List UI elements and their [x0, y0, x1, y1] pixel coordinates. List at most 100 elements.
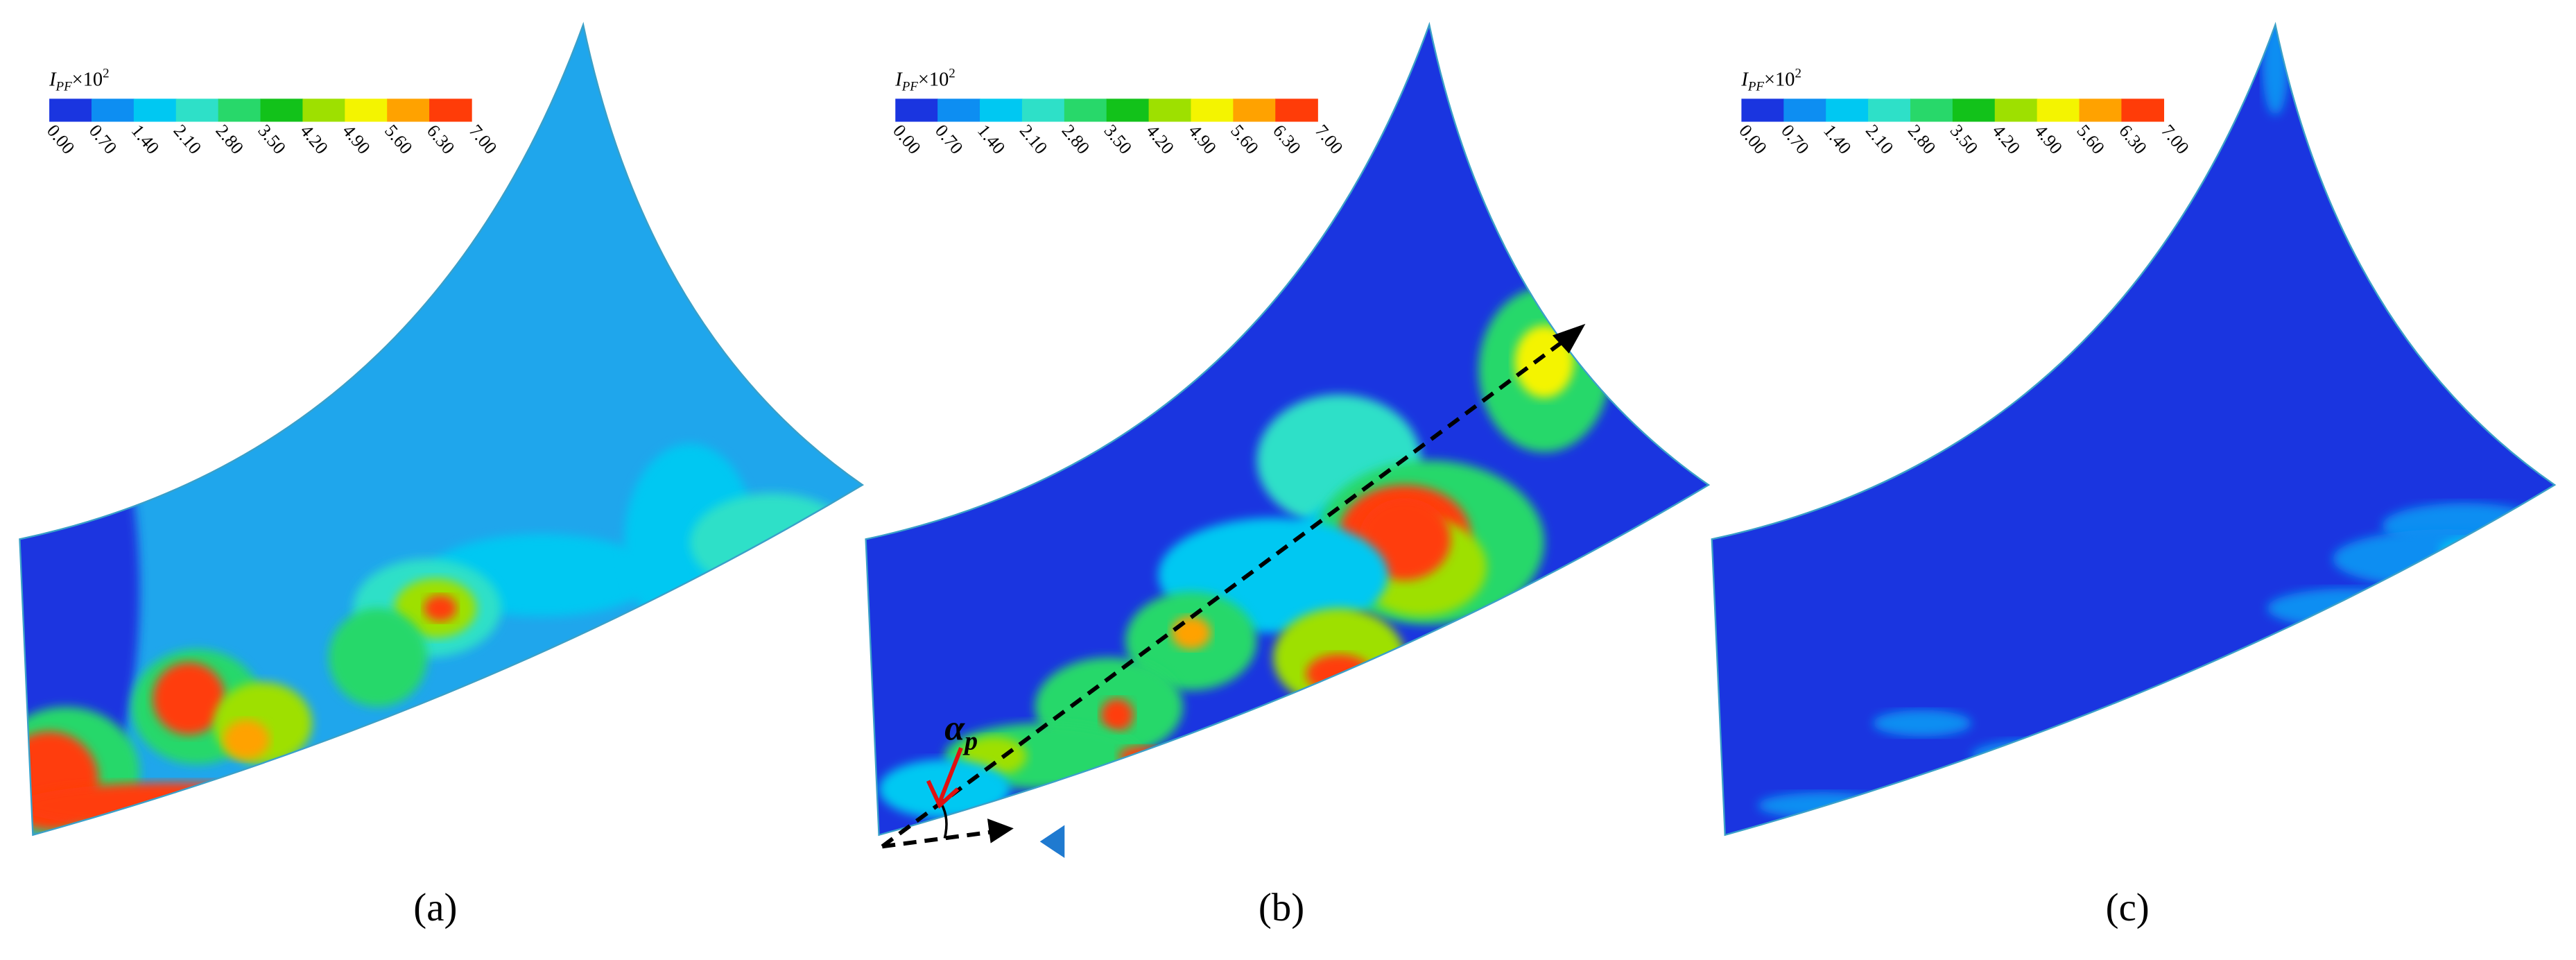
contour-region	[328, 608, 428, 707]
colorbar-tick-label: 0.00	[889, 121, 925, 158]
colorbar-segment	[895, 98, 938, 122]
symbol: I	[1740, 69, 1749, 90]
direction-marker	[1039, 825, 1065, 858]
red-arrow	[926, 747, 963, 809]
exponent: 2	[103, 67, 109, 81]
colorbar-segment	[1868, 98, 1911, 122]
colorbar-tick-label: 1.40	[974, 121, 1010, 158]
panel-label: (a)	[413, 886, 457, 929]
symbol: I	[49, 69, 57, 90]
contour-region	[1872, 710, 1972, 737]
colorbar-tick-label: 7.00	[1311, 121, 1347, 158]
colorbar-segment	[1741, 98, 1785, 122]
colorbar-tick-label: 4.90	[338, 121, 374, 158]
colorbar-title: IPF×102	[1740, 67, 1801, 94]
colorbar-segment	[1191, 98, 1234, 122]
contour-plot	[19, 24, 863, 835]
colorbar-tick-label: 2.80	[1058, 121, 1094, 158]
colorbar-segment	[1233, 98, 1276, 122]
colorbar-tick-label: 1.40	[1819, 121, 1856, 158]
colorbar-segment	[91, 98, 135, 122]
colorbar-segment	[1148, 98, 1192, 122]
contour-region	[1100, 698, 1134, 732]
colorbar-tick-label: 4.90	[2030, 121, 2066, 158]
dashed-arrow	[881, 830, 994, 849]
blade-edge	[19, 22, 865, 837]
contour-region	[1171, 616, 1211, 650]
annotation-layer: αp	[881, 323, 1586, 858]
subscript: PF	[901, 79, 919, 94]
colorbar-tick-label: 2.10	[1862, 121, 1898, 158]
colorbar-tick-label: 6.30	[2115, 121, 2151, 158]
colorbar-title: IPF×102	[49, 67, 110, 94]
colorbar-tick-label: 7.00	[465, 121, 501, 158]
symbol: α	[944, 708, 965, 748]
colorbar-tick-label: 3.50	[254, 121, 290, 158]
subscript: PF	[55, 79, 73, 94]
colorbar-tick-label: 0.70	[1777, 121, 1813, 158]
colorbar-tick-label: 3.50	[1946, 121, 1982, 158]
contour-region	[1118, 746, 1165, 766]
contour-region	[223, 719, 270, 760]
multiplier: ×10	[72, 69, 103, 90]
colorbar-tick-label: 0.70	[85, 121, 121, 158]
colorbar-tick-label: 6.30	[1269, 121, 1305, 158]
colorbar-segment	[49, 98, 92, 122]
colorbar-segment	[980, 98, 1023, 122]
colorbar-tick-label: 2.80	[211, 121, 248, 158]
colorbar-title: IPF×102	[894, 67, 956, 94]
colorbar-tick-label: 4.90	[1184, 121, 1220, 158]
arrow-head	[1552, 323, 1586, 354]
colorbar-segment	[1275, 98, 1318, 122]
colorbar-tick-label: 7.00	[2157, 121, 2193, 158]
colorbar-segment	[133, 98, 177, 122]
multiplier: ×10	[918, 69, 949, 90]
colorbar-segment	[1826, 98, 1869, 122]
colorbar-segment	[1064, 98, 1107, 122]
subscript: p	[962, 727, 978, 756]
colorbar-tick-label: 5.60	[1227, 121, 1263, 158]
colorbar-tick-label: 2.80	[1904, 121, 1940, 158]
symbol: I	[894, 69, 903, 90]
colorbar-tick-label: 0.70	[931, 121, 967, 158]
colorbar-segment	[345, 98, 388, 122]
dashed-arrow	[881, 335, 1571, 848]
exponent: 2	[949, 67, 955, 81]
colorbar-tick-label: 5.60	[2073, 121, 2109, 158]
colorbar-segment	[175, 98, 219, 122]
blade-surface	[1711, 24, 2555, 835]
colorbar-tick-label: 5.60	[381, 121, 417, 158]
colorbar-segment	[1910, 98, 1953, 122]
contour-region	[690, 492, 855, 592]
angle-label: αp	[944, 708, 978, 755]
blade-edge	[1711, 22, 2557, 837]
colorbar-tick-label: 6.30	[423, 121, 459, 158]
contour-region	[153, 662, 225, 735]
colorbar-tick-label: 0.00	[1735, 121, 1771, 158]
contour-region	[2439, 537, 2506, 564]
colorbar-segment	[218, 98, 261, 122]
arrow-head	[987, 818, 1014, 843]
panel: IPF×102 0.00 0.70 1.40 2.10 2.80 3.50 4.20 4.90 5…	[865, 22, 1711, 929]
colorbar-segment	[1106, 98, 1150, 122]
contour-region	[1971, 739, 2103, 773]
colorbar-tick-label: 2.10	[1016, 121, 1052, 158]
subscript: PF	[1747, 79, 1765, 94]
angle-arc	[940, 803, 948, 839]
exponent: 2	[1795, 67, 1801, 81]
colorbar-tick-label: 0.00	[43, 121, 79, 158]
contour-plot	[865, 24, 1709, 835]
panel-label: (b)	[1259, 886, 1304, 929]
contour-region	[2267, 588, 2432, 628]
multiplier: ×10	[1764, 69, 1795, 90]
panel: IPF×102 0.00 0.70 1.40 2.10 2.80 3.50 4.20 4.90 5…	[1711, 22, 2557, 929]
colorbar-tick-label: 4.20	[296, 121, 332, 158]
colorbar-segment	[2079, 98, 2123, 122]
colorbar-segment	[260, 98, 304, 122]
colorbar-tick-label: 4.20	[1989, 121, 2025, 158]
colorbar-tick-label: 1.40	[128, 121, 164, 158]
colorbar-tick-label: 3.50	[1100, 121, 1136, 158]
colorbar-segment	[1021, 98, 1065, 122]
